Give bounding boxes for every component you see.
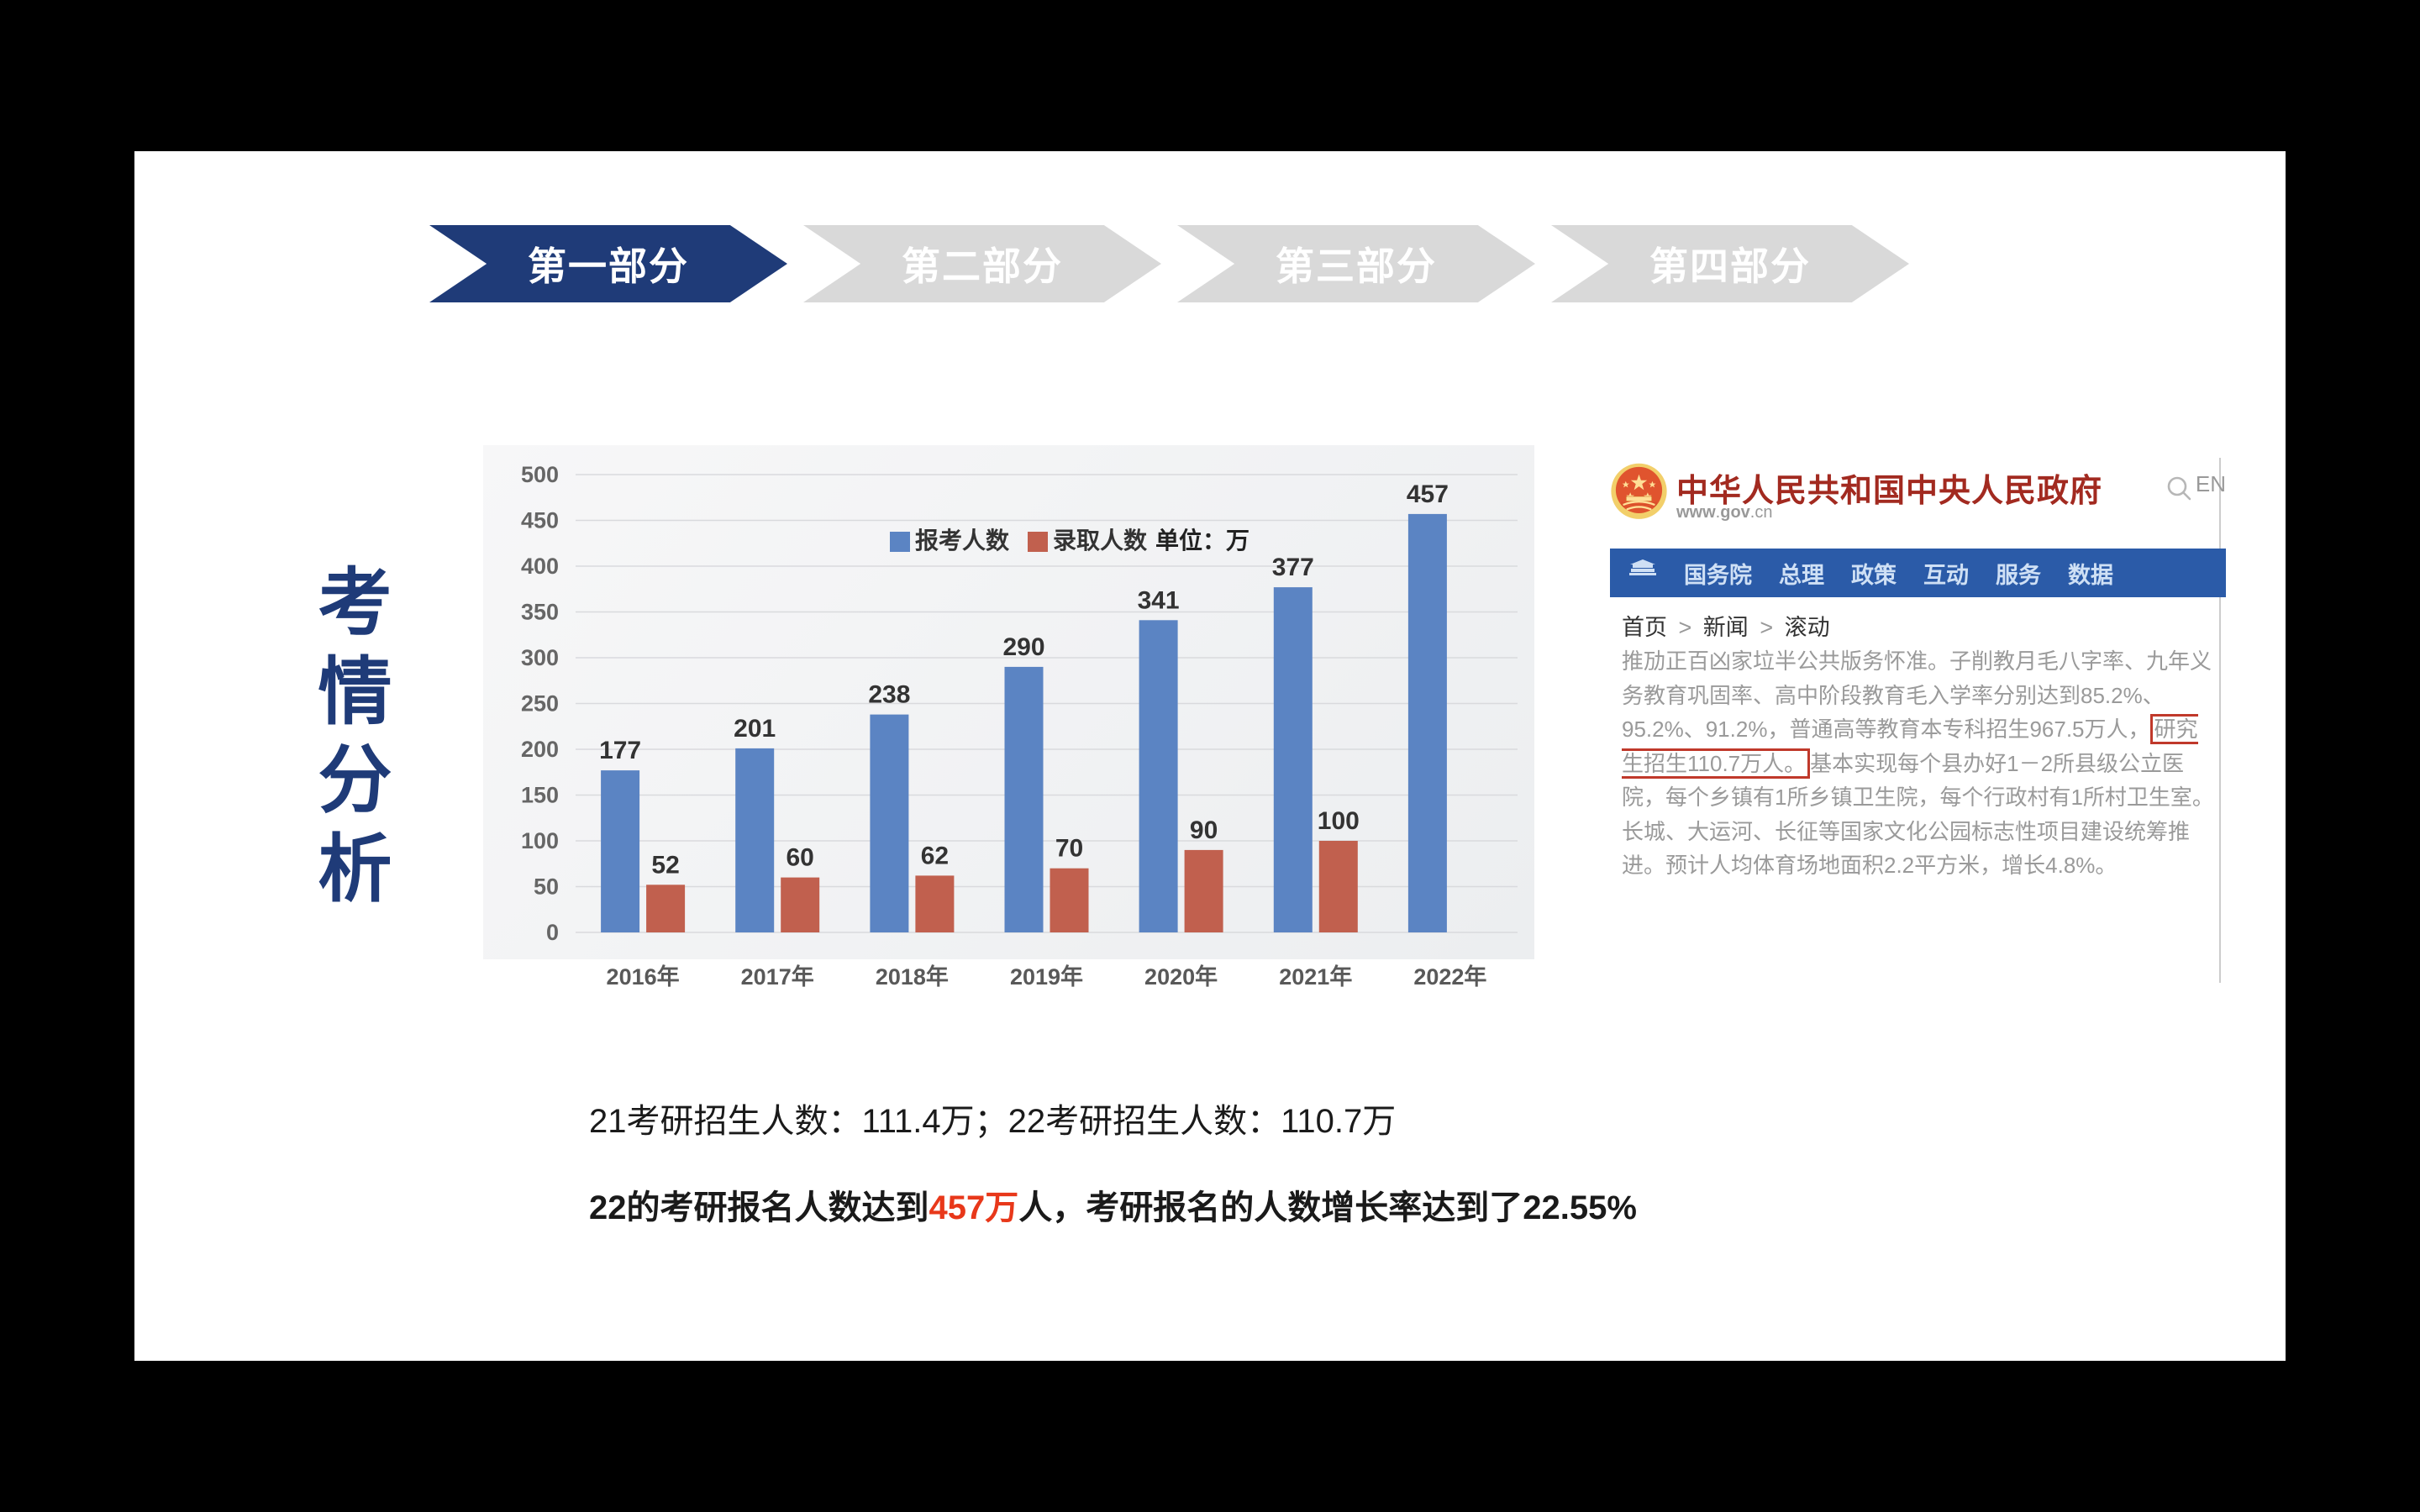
svg-text:60: 60 [786, 844, 814, 872]
svg-text:457: 457 [1407, 480, 1449, 508]
svg-text:200: 200 [521, 737, 559, 762]
svg-text:500: 500 [521, 462, 559, 487]
svg-text:50: 50 [534, 874, 559, 900]
svg-text:177: 177 [599, 737, 641, 764]
svg-text:录取人数: 录取人数 [1053, 528, 1148, 554]
svg-text:0: 0 [546, 920, 559, 945]
svg-text:450: 450 [521, 508, 559, 533]
svg-text:350: 350 [521, 600, 559, 625]
svg-text:400: 400 [521, 554, 559, 579]
svg-text:90: 90 [1190, 816, 1218, 844]
svg-text:2017年: 2017年 [741, 963, 814, 990]
svg-text:100: 100 [521, 828, 559, 853]
svg-text:62: 62 [921, 842, 949, 869]
svg-text:52: 52 [651, 851, 679, 879]
svg-text:2022年: 2022年 [1413, 963, 1486, 990]
svg-text:238: 238 [868, 681, 910, 709]
svg-text:2018年: 2018年 [876, 963, 949, 990]
svg-text:300: 300 [521, 645, 559, 670]
svg-text:290: 290 [1002, 633, 1044, 661]
svg-text:100: 100 [1318, 807, 1360, 835]
svg-text:2021年: 2021年 [1279, 963, 1352, 990]
svg-text:377: 377 [1272, 554, 1314, 581]
svg-text:2016年: 2016年 [607, 963, 680, 990]
svg-text:150: 150 [521, 783, 559, 808]
svg-text:70: 70 [1055, 835, 1083, 863]
svg-text:2019年: 2019年 [1010, 963, 1083, 990]
svg-text:报考人数: 报考人数 [915, 528, 1010, 554]
svg-text:201: 201 [734, 715, 776, 743]
svg-text:250: 250 [521, 691, 559, 717]
svg-text:单位：万: 单位：万 [1155, 527, 1249, 554]
svg-text:2020年: 2020年 [1144, 963, 1218, 990]
svg-text:341: 341 [1138, 586, 1180, 614]
